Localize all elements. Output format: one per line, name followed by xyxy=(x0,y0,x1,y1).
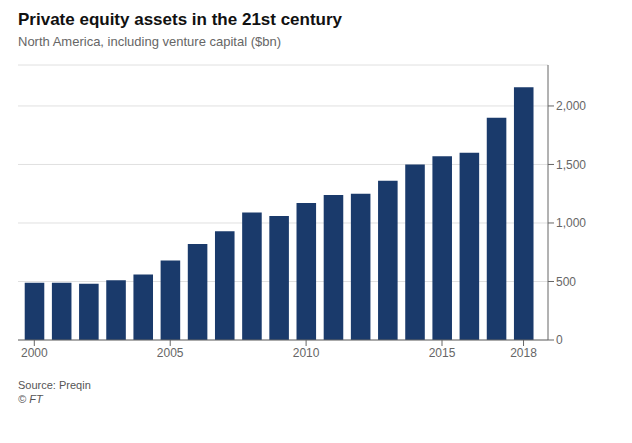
svg-text:2010: 2010 xyxy=(293,346,320,360)
svg-text:2015: 2015 xyxy=(429,346,456,360)
html-text:© FT: © FT xyxy=(18,393,43,405)
svg-text:0: 0 xyxy=(556,333,563,347)
svg-text:2,000: 2,000 xyxy=(556,99,586,113)
svg-text:1,500: 1,500 xyxy=(556,158,586,172)
html-text:North America, including ventu: North America, including venture capital… xyxy=(18,34,281,49)
html-text:Private equity assets in the 2: Private equity assets in the 21st centur… xyxy=(18,10,343,29)
svg-text:2005: 2005 xyxy=(157,346,184,360)
svg-text:500: 500 xyxy=(556,275,576,289)
svg-text:2018: 2018 xyxy=(510,346,537,360)
svg-text:2000: 2000 xyxy=(21,346,48,360)
html-text:Source: Preqin: Source: Preqin xyxy=(18,379,91,391)
svg-text:1,000: 1,000 xyxy=(556,216,586,230)
